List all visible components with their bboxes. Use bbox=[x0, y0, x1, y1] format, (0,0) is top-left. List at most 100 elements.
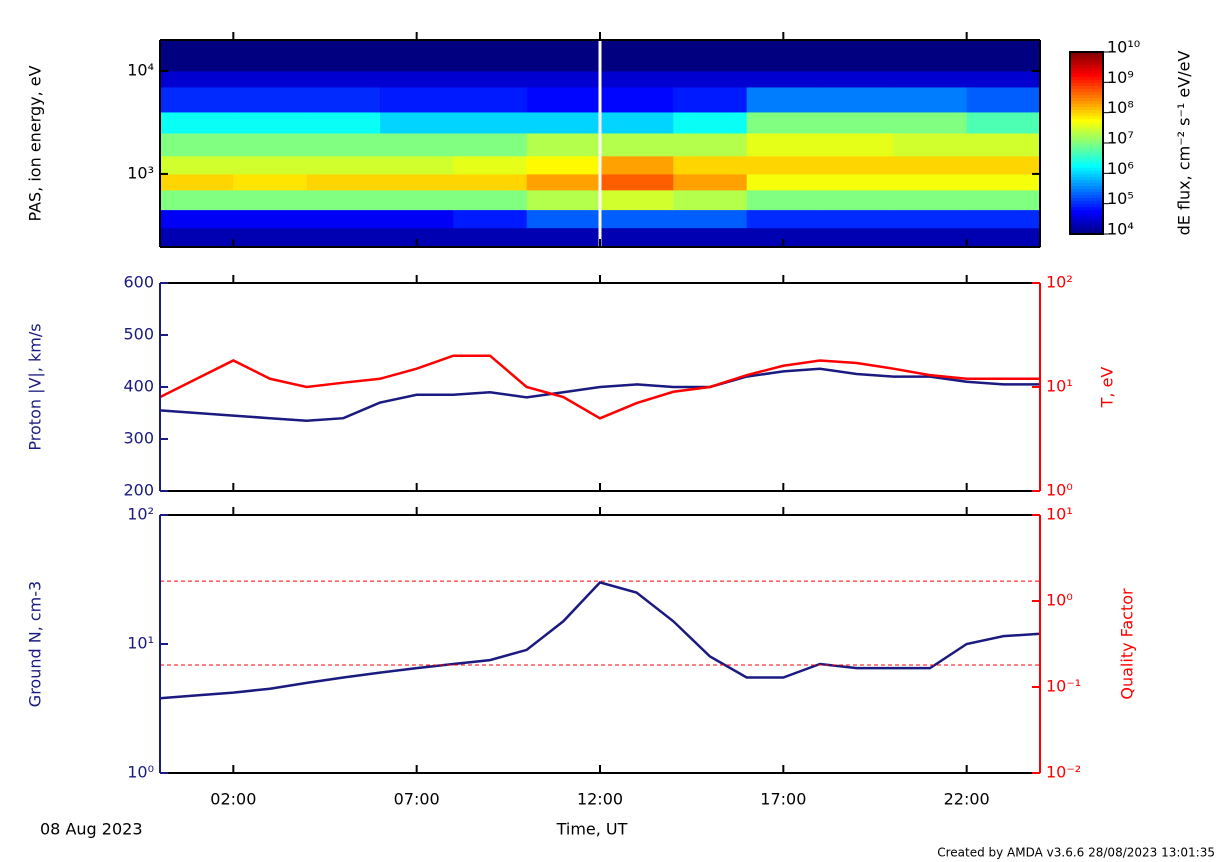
heatmap-cell bbox=[673, 155, 748, 175]
heatmap-cell bbox=[306, 86, 381, 113]
heatmap-cell bbox=[306, 111, 381, 134]
heatmap-cell bbox=[453, 209, 528, 229]
heatmap-cell bbox=[600, 227, 674, 248]
heatmap-cell bbox=[306, 189, 381, 211]
colorbar-segment bbox=[1070, 224, 1103, 229]
y-tick-label: 500 bbox=[123, 325, 154, 344]
heatmap-cell bbox=[600, 189, 674, 211]
heatmap-cell bbox=[380, 155, 454, 175]
y2-tick-label: 10⁰ bbox=[1046, 591, 1073, 610]
y2-tick-label: 10¹ bbox=[1046, 505, 1073, 524]
heatmap-cell bbox=[233, 86, 308, 113]
y2-axis-label: Quality Factor bbox=[1118, 588, 1137, 700]
heatmap-cell bbox=[673, 132, 748, 157]
colorbar-segment bbox=[1070, 91, 1103, 95]
heatmap-cell bbox=[380, 132, 454, 157]
heatmap-cell bbox=[233, 70, 308, 88]
colorbar-segment bbox=[1070, 79, 1103, 83]
heatmap-cell bbox=[746, 40, 821, 72]
heatmap-cell bbox=[233, 111, 308, 134]
heatmap-cell bbox=[673, 173, 748, 191]
x-tick-label: 12:00 bbox=[577, 790, 623, 809]
footer: Created by AMDA v3.6.6 28/08/2023 13:01:… bbox=[937, 846, 1215, 860]
heatmap-cell bbox=[233, 189, 308, 211]
colorbar-segment bbox=[1070, 149, 1103, 153]
heatmap-cell bbox=[380, 209, 454, 229]
x-tick-label: 07:00 bbox=[394, 790, 440, 809]
colorbar-segment bbox=[1070, 170, 1103, 174]
colorbar-segment bbox=[1070, 218, 1103, 223]
heatmap-cell bbox=[306, 209, 381, 229]
colorbar-segment bbox=[1070, 73, 1103, 77]
colorbar-segment bbox=[1070, 118, 1103, 123]
heatmap-cell bbox=[893, 132, 968, 157]
colorbar-segment bbox=[1070, 155, 1103, 159]
heatmap-cell bbox=[160, 173, 234, 191]
heatmap-cell bbox=[820, 155, 894, 175]
heatmap-cell bbox=[453, 227, 528, 248]
heatmap-cell bbox=[453, 111, 528, 134]
heatmap-cell bbox=[893, 173, 968, 191]
heatmap-cell bbox=[820, 40, 894, 72]
heatmap-cell bbox=[306, 40, 381, 72]
heatmap-cell bbox=[746, 155, 821, 175]
heatmap-cell bbox=[820, 86, 894, 113]
y2-tick-label: 10² bbox=[1046, 273, 1073, 292]
heatmap-cell bbox=[526, 227, 601, 248]
y-tick-label: 10⁰ bbox=[127, 763, 154, 782]
heatmap-cell bbox=[160, 189, 234, 211]
colorbar-segment bbox=[1070, 124, 1103, 129]
heatmap-cell bbox=[600, 209, 674, 229]
heatmap-cell bbox=[453, 189, 528, 211]
y-tick-label: 600 bbox=[123, 273, 154, 292]
heatmap-cell bbox=[746, 227, 821, 248]
colorbar-segment bbox=[1070, 139, 1103, 144]
heatmap-cell bbox=[746, 173, 821, 191]
heatmap-cell bbox=[306, 173, 381, 191]
series-line bbox=[159, 367, 1040, 423]
heatmap-cell bbox=[966, 70, 1041, 88]
colorbar-segment bbox=[1070, 152, 1103, 156]
colorbar-segment bbox=[1070, 173, 1103, 177]
heatmap-cell bbox=[526, 86, 601, 113]
heatmap-cell bbox=[233, 173, 308, 191]
heatmap-cell bbox=[160, 155, 234, 175]
heatmap-cell bbox=[820, 111, 894, 134]
colorbar-segment bbox=[1070, 146, 1103, 150]
colorbar-segment bbox=[1070, 143, 1103, 147]
colorbar-segment bbox=[1070, 61, 1103, 65]
heatmap-cell bbox=[893, 111, 968, 134]
heatmap-cell bbox=[160, 209, 234, 229]
colorbar-segment bbox=[1070, 203, 1103, 208]
y-tick-label: 300 bbox=[123, 429, 154, 448]
colorbar-tick-label: 10⁷ bbox=[1107, 129, 1134, 148]
colorbar-segment bbox=[1070, 230, 1103, 235]
heatmap-cell bbox=[453, 155, 528, 175]
heatmap-cell bbox=[746, 86, 821, 113]
colorbar-segment bbox=[1070, 188, 1103, 193]
heatmap-cell bbox=[453, 40, 528, 72]
heatmap-cell bbox=[820, 132, 894, 157]
heatmap-cell bbox=[673, 40, 748, 72]
heatmap-cell bbox=[966, 40, 1041, 72]
heatmap-cell bbox=[893, 155, 968, 175]
y-axis-label: Proton |V|, km/s bbox=[26, 323, 45, 450]
y-tick-label: 10³ bbox=[127, 163, 154, 182]
heatmap-cell bbox=[746, 70, 821, 88]
colorbar-segment bbox=[1070, 55, 1103, 59]
heatmap-cell bbox=[160, 132, 234, 157]
y2-tick-label: 10⁰ bbox=[1046, 481, 1073, 500]
colorbar-tick-label: 10⁵ bbox=[1107, 189, 1134, 208]
colorbar-segment bbox=[1070, 127, 1103, 132]
heatmap-cell bbox=[966, 111, 1041, 134]
colorbar-segment bbox=[1070, 227, 1103, 232]
heatmap-cell bbox=[600, 70, 674, 88]
colorbar-segment bbox=[1070, 82, 1103, 86]
colorbar-segment bbox=[1070, 221, 1103, 226]
heatmap-cell bbox=[600, 173, 674, 191]
heatmap-cell bbox=[746, 111, 821, 134]
heatmap-cell bbox=[160, 40, 234, 72]
x-tick-label: 22:00 bbox=[944, 790, 990, 809]
heatmap-cell bbox=[160, 227, 234, 248]
heatmap-cell bbox=[966, 173, 1041, 191]
